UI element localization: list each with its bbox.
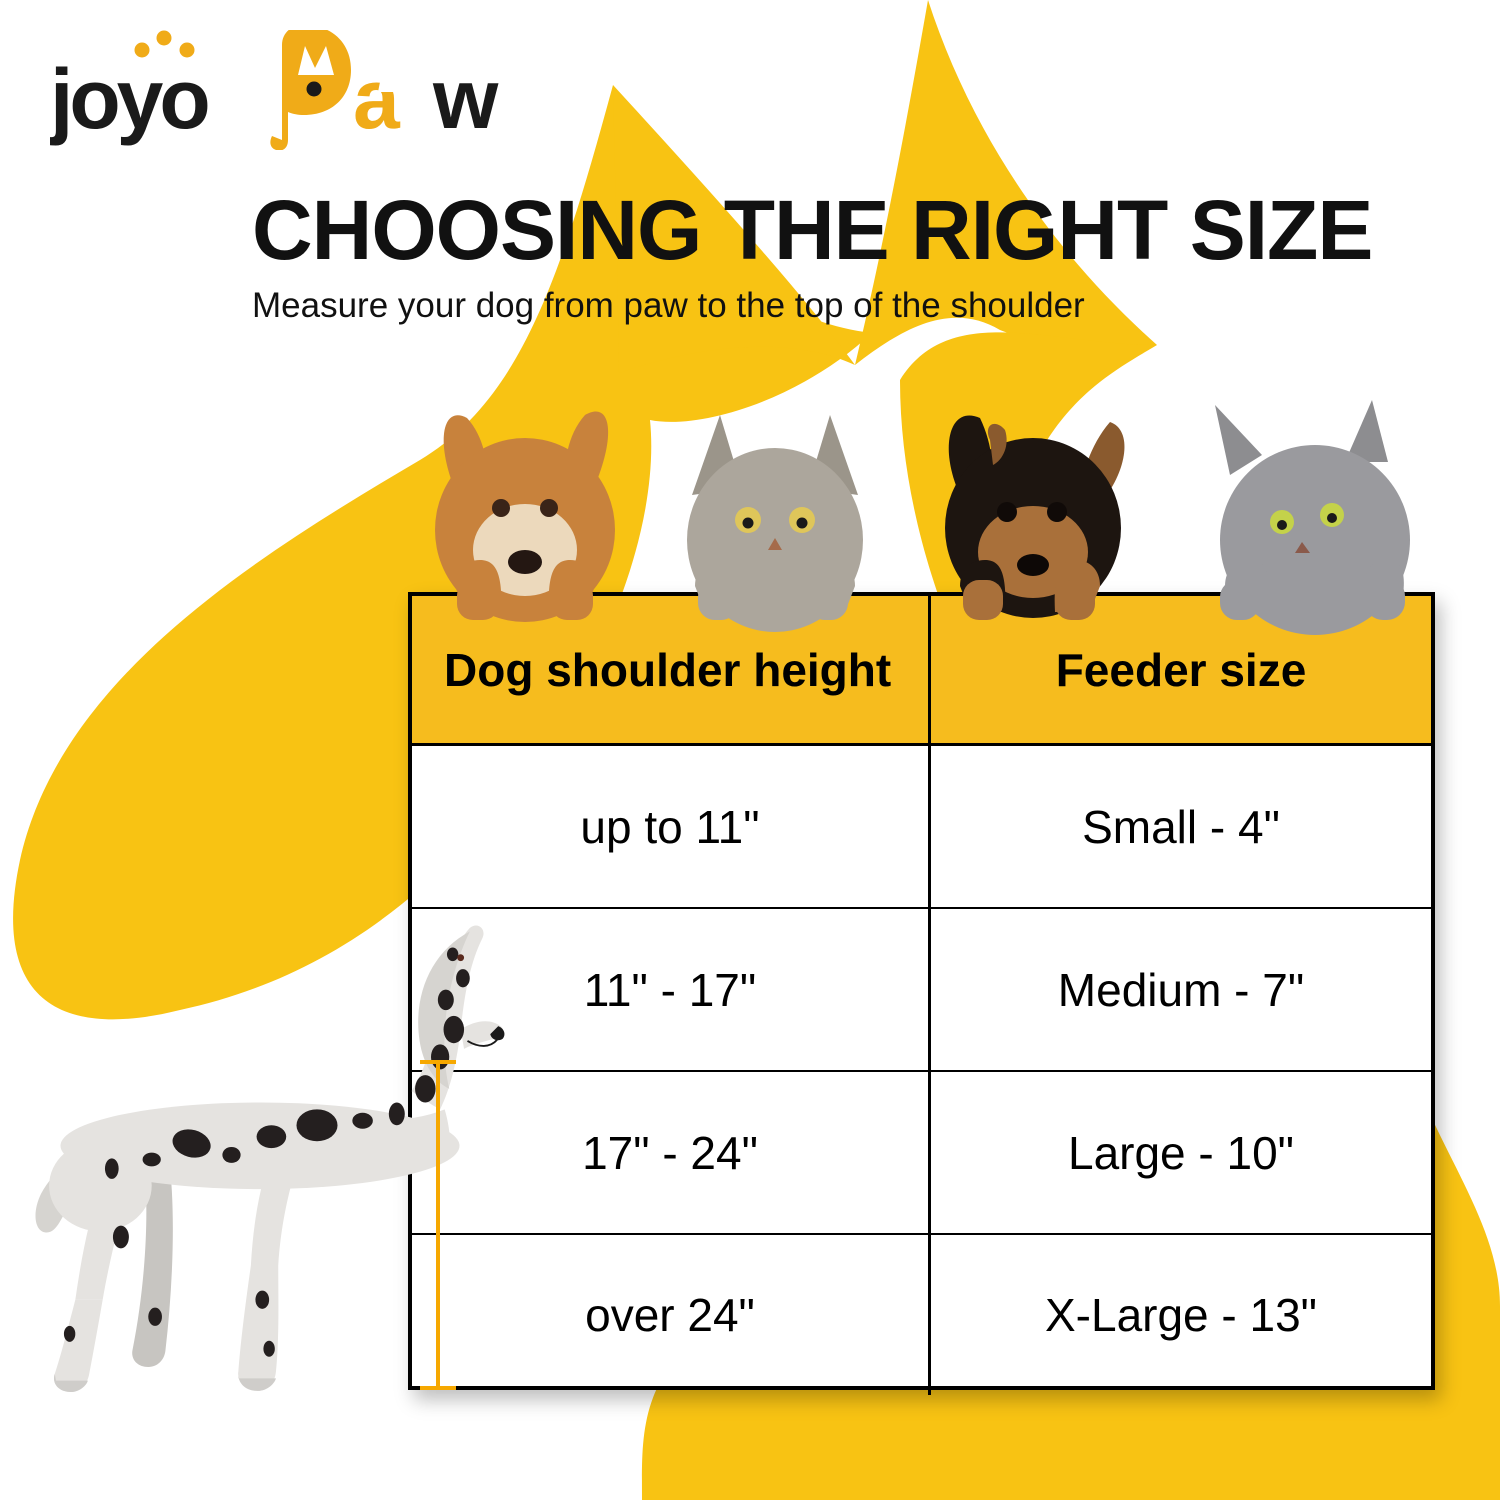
svg-text:w: w <box>432 52 499 146</box>
svg-text:a: a <box>353 52 401 146</box>
svg-text:joyo: joyo <box>50 52 208 146</box>
